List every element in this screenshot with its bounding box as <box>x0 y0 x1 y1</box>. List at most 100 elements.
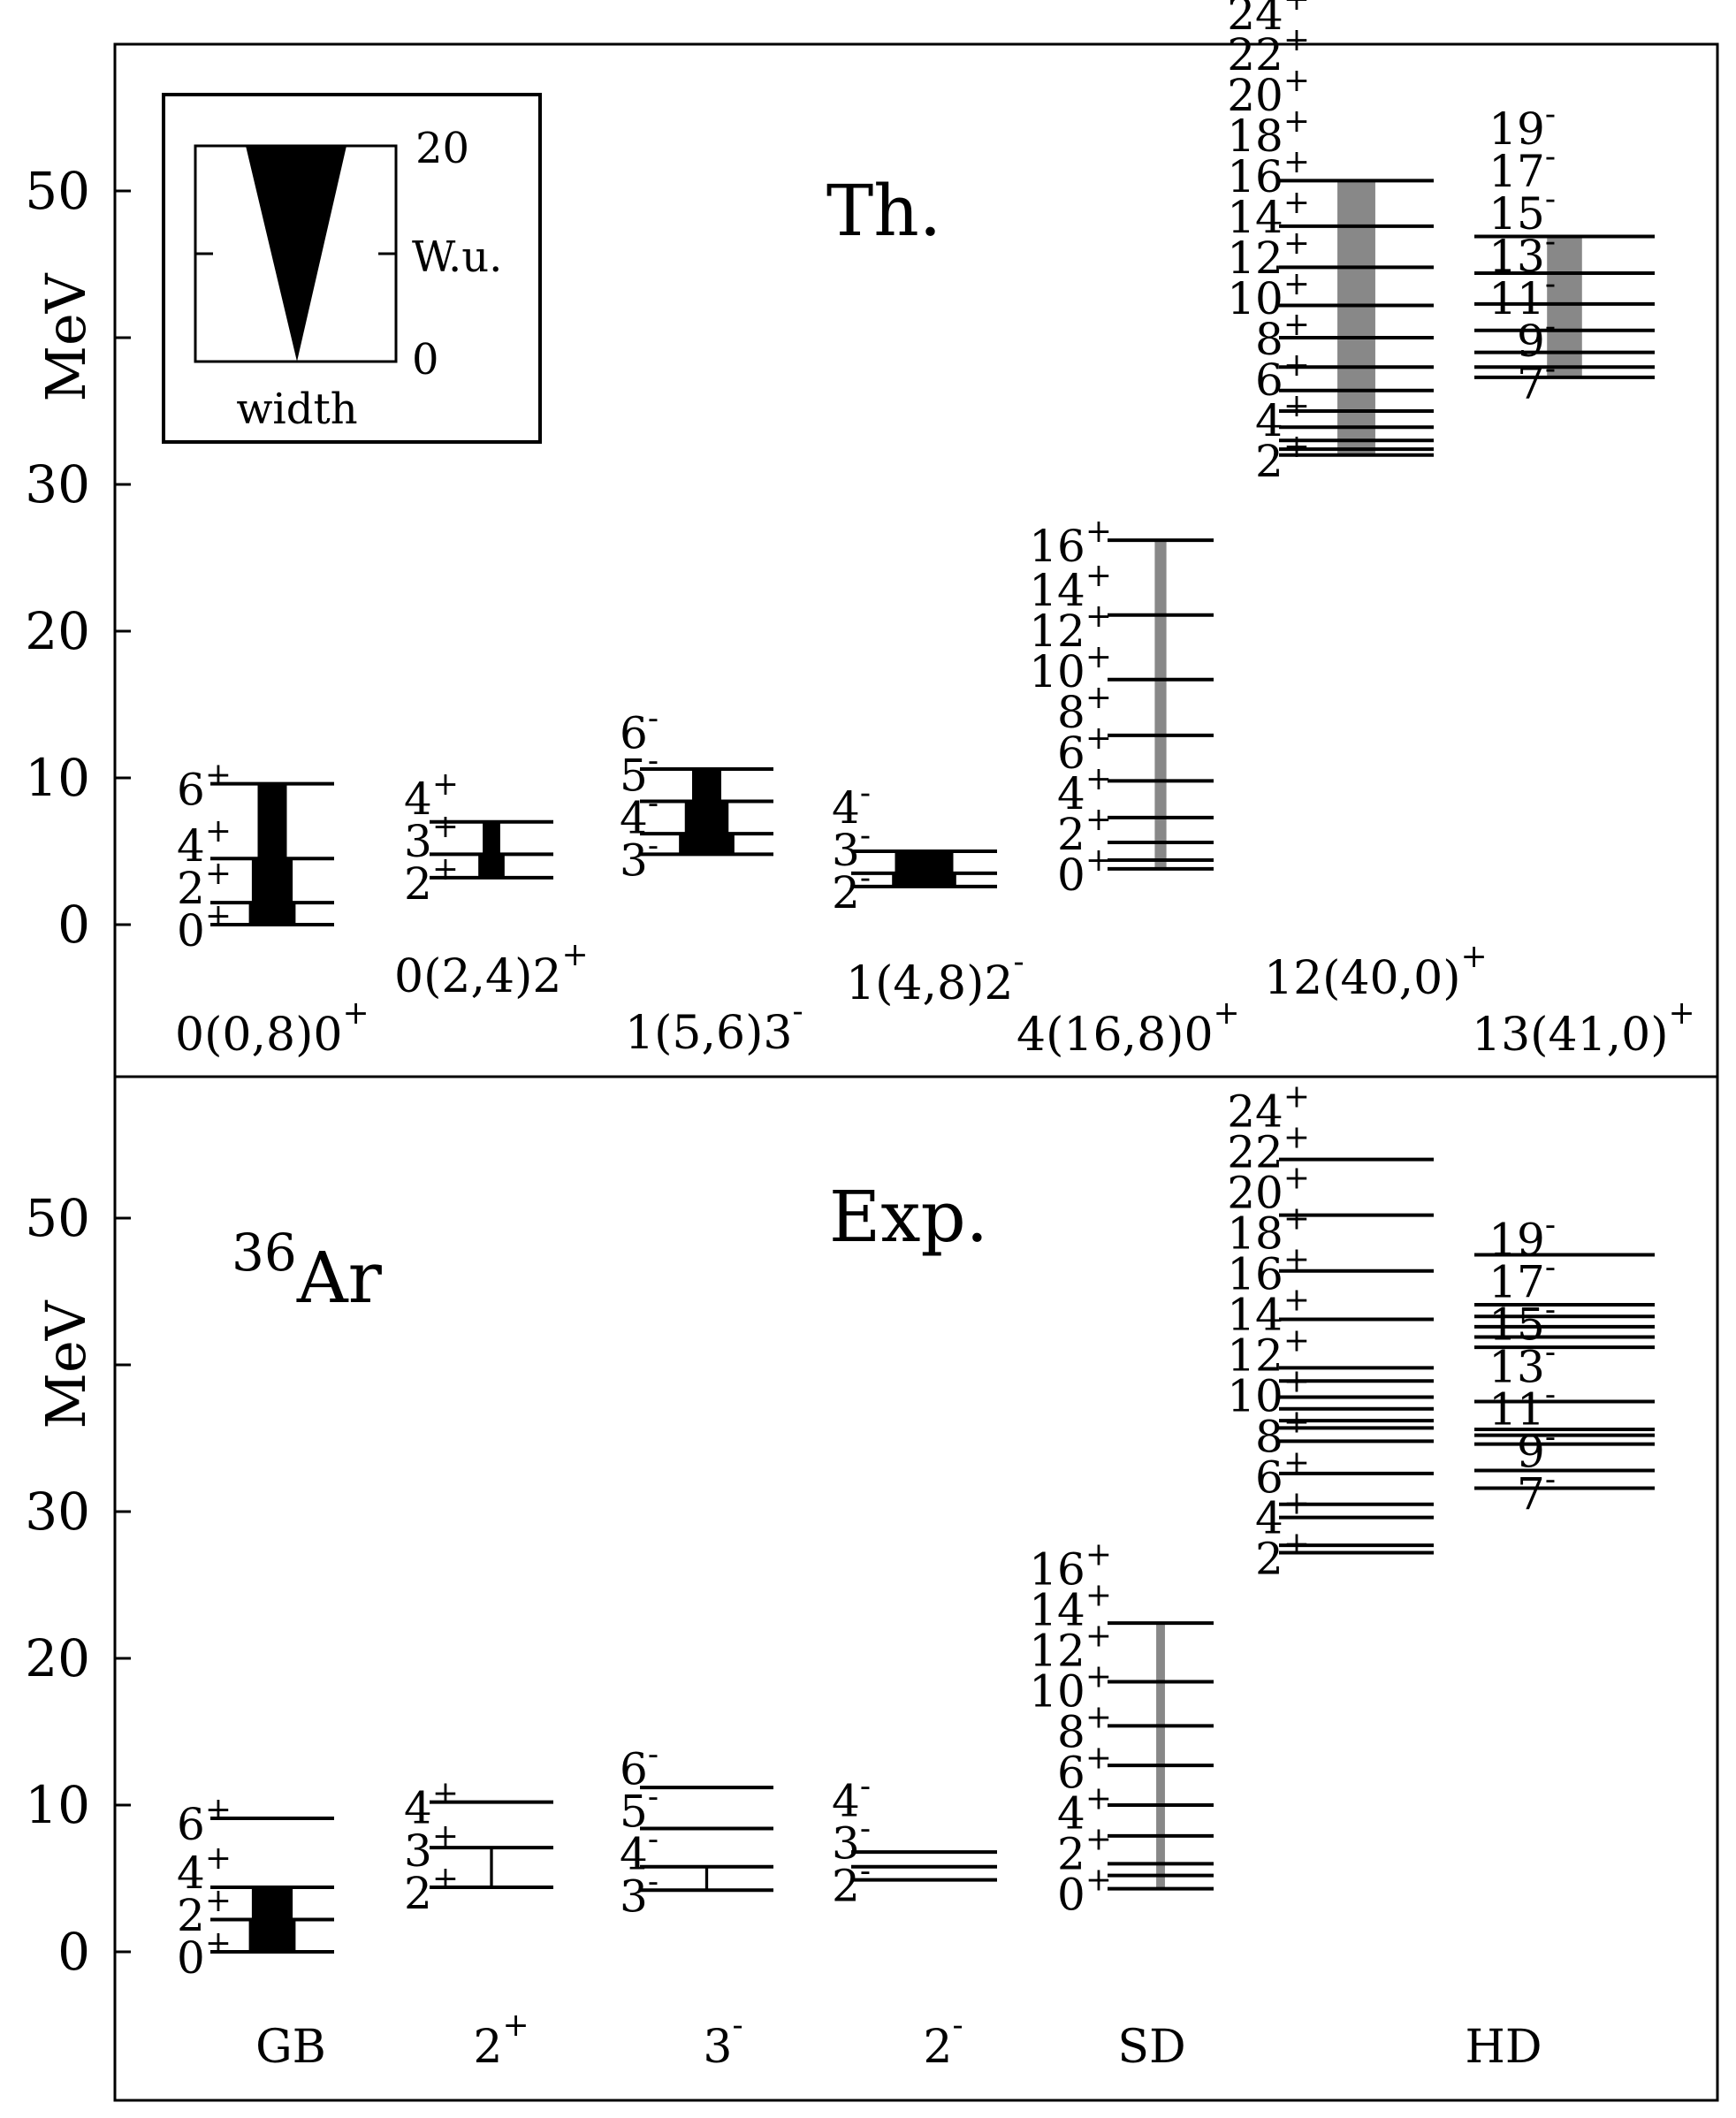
th-hd_minus-spin-label: 13- <box>1489 224 1556 282</box>
th-panel-title: Th. <box>826 170 941 252</box>
th-hd_minus-width-bar <box>1547 272 1582 304</box>
th-hd_minus-width-bar <box>1547 303 1582 331</box>
th-sd-spin-label-sup: + <box>1085 842 1112 879</box>
exp-hd_minus-spin-label-sup: - <box>1545 1291 1556 1328</box>
exp-hd_plus-spin-label: 14+ <box>1227 1282 1310 1340</box>
th-hd_minus-spin-label-sup: - <box>1545 309 1556 345</box>
exp-2minus-spin-label-sup: - <box>860 1769 871 1805</box>
th-hd_plus-spin-label-sup: + <box>1283 0 1310 18</box>
th-hd_plus-width-bar <box>1337 305 1375 338</box>
th-y-tick-label: 20 <box>25 601 90 661</box>
th-hd_plus-width-bar <box>1337 180 1375 226</box>
inset-frame <box>162 93 542 444</box>
th-2minus-width-bar <box>892 872 956 887</box>
exp-y-tick-label: 20 <box>25 1628 90 1688</box>
th-y-tick-label: 0 <box>57 895 90 955</box>
exp-hd_plus-spin-label-sup: + <box>1283 1241 1310 1277</box>
exp-hd_plus-spin-label-sup: + <box>1283 1526 1310 1562</box>
exp-3minus-band-label-sup: - <box>732 2008 742 2044</box>
th-2plus-spin-label-sup: + <box>432 766 459 803</box>
th-hd_plus-width-bar <box>1337 225 1375 268</box>
exp-sd-spin-label-sup: + <box>1085 1578 1112 1614</box>
th-3minus-width-bar <box>684 801 729 834</box>
exp-hd_plus-spin-label-sup: + <box>1283 1282 1310 1318</box>
exp-y-tick-label: 30 <box>25 1482 90 1542</box>
exp-hd_minus-spin-label-sup: - <box>1545 1334 1556 1370</box>
th-2minus-spin-label-sup: - <box>860 775 871 811</box>
th-sd-width-bar <box>1154 781 1167 818</box>
exp-3minus-spin-label-sup: - <box>648 1863 659 1900</box>
exp-sd-spin-label: 4+ <box>1057 1781 1112 1840</box>
th-3minus-spin-label-sup: - <box>648 743 659 779</box>
inset-middle-value: W.u. <box>412 232 502 282</box>
exp-hd_minus-spin-label: 17- <box>1489 1249 1556 1307</box>
exp-hd_minus-spin-label: 15- <box>1489 1291 1556 1350</box>
th-sd-spin-label: 2+ <box>1057 802 1112 860</box>
exp-sd-width-bar <box>1156 1805 1165 1836</box>
th-hd_plus-width-bar <box>1337 338 1375 368</box>
exp-hd_minus-spin-label: 19- <box>1489 1207 1556 1265</box>
th-3minus-spin-label-sup: - <box>648 785 659 821</box>
exp-hd_plus-spin-label-sup: + <box>1283 1404 1310 1440</box>
th-sd-width-bar <box>1154 817 1167 843</box>
inset-width-triangle <box>246 146 346 362</box>
th-hd_minus-spin-label: 15- <box>1489 181 1556 240</box>
th-hd_plus-spin-label-sup: + <box>1283 144 1310 180</box>
th-hd_plus-spin-label-sup: + <box>1283 388 1310 424</box>
th-gb-spin-label: 0+ <box>177 898 232 956</box>
th-sd-spin-label-sup: + <box>1085 802 1112 838</box>
exp-y-tick-label: 50 <box>25 1188 90 1248</box>
th-gb-spin-label-sup: + <box>205 813 232 849</box>
exp-2plus-spin-label-sup: + <box>432 1818 459 1855</box>
th-hd_minus-width-bar <box>1547 352 1582 368</box>
th-sd-spin-label-sup: + <box>1085 720 1112 757</box>
th-2minus-spin-label-sup: - <box>860 860 871 896</box>
th-3minus-spin-label: 3- <box>620 827 659 886</box>
th-2minus-band-label-sup: - <box>1013 944 1024 980</box>
th-3minus-band-label-sup: - <box>792 994 803 1030</box>
th-hd_plus-spin-label-sup: + <box>1283 103 1310 140</box>
th-sd-width-bar <box>1154 679 1167 735</box>
nucleus-label: 36Ar <box>232 1223 383 1319</box>
th-sd-spin-label-sup: + <box>1085 514 1112 550</box>
inset-label: width <box>236 385 357 434</box>
exp-2plus-width-bar <box>490 1848 493 1887</box>
exp-hd_minus-spin-label-sup: - <box>1545 1376 1556 1413</box>
exp-hd_plus-spin-label-sup: + <box>1283 1119 1310 1155</box>
th-hd_minus-spin-label-sup: - <box>1545 181 1556 217</box>
th-gb-band-label-sup: + <box>342 995 369 1032</box>
exp-panel-frame <box>113 1075 1719 2102</box>
th-gb-spin-label-sup: + <box>205 758 232 794</box>
exp-sd-width-bar <box>1156 1863 1165 1876</box>
th-hd_minus-spin-label-sup: - <box>1545 139 1556 175</box>
exp-gb-width-bar <box>248 1919 296 1952</box>
th-2plus-spin-label-sup: + <box>432 851 459 888</box>
exp-3minus-width-bar <box>704 1866 709 1891</box>
th-hd_plus-width-bar <box>1337 367 1375 391</box>
th-2plus-band-label-sup: + <box>561 937 588 973</box>
exp-2plus-spin-label: 3+ <box>404 1818 459 1877</box>
th-y-tick-label: 50 <box>25 161 90 221</box>
exp-2minus-spin-label-sup: - <box>860 1811 871 1848</box>
th-hd_plus-width-bar <box>1337 449 1375 455</box>
th-gb-spin-label-sup: + <box>205 898 232 934</box>
th-2plus-width-bar <box>478 854 505 878</box>
th-3minus-width-bar <box>679 834 735 855</box>
th-hd_plus-width-bar <box>1337 411 1375 428</box>
exp-2minus-band-label-sup: - <box>952 2008 963 2044</box>
exp-sd-band-label: SD <box>1117 2021 1185 2074</box>
exp-2plus-spin-label: 2+ <box>404 1861 459 1919</box>
exp-gb-spin-label: 6+ <box>177 1792 232 1850</box>
exp-2minus-spin-label-sup: - <box>860 1854 871 1890</box>
exp-2plus-spin-label-sup: + <box>432 1776 459 1812</box>
th-gb-width-bar <box>248 903 296 925</box>
inset-top-value: 20 <box>415 124 469 173</box>
th-hd_plus-spin-label-sup: + <box>1283 347 1310 384</box>
th-hd_plus-width-bar <box>1337 427 1375 441</box>
th-hd_plus-spin-label-sup: + <box>1283 225 1310 262</box>
th-sd-spin-label-sup: + <box>1085 761 1112 797</box>
exp-sd-spin-label-sup: + <box>1085 1700 1112 1736</box>
nucleus-mass-number: 36 <box>232 1223 297 1283</box>
th-hd_plus-spin-label-sup: + <box>1283 22 1310 58</box>
th-sd-spin-label-sup: + <box>1085 598 1112 635</box>
